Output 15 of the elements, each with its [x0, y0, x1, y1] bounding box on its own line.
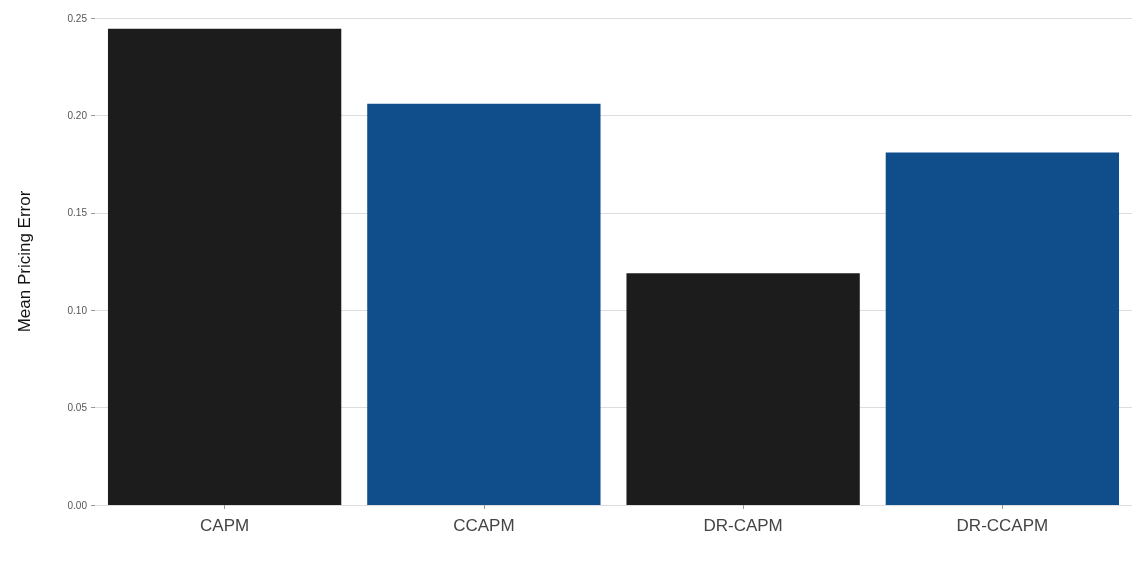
- y-tick-label: 0.00: [67, 499, 88, 511]
- x-tick-label: DR-CCAPM: [956, 516, 1049, 535]
- y-tick-label: 0.10: [67, 304, 88, 316]
- bar: [626, 273, 860, 505]
- bar: [885, 152, 1120, 505]
- y-tick-label: 0.15: [67, 207, 88, 219]
- y-tick-label: 0.20: [67, 109, 88, 121]
- x-tick-label: DR-CAPM: [703, 516, 783, 535]
- x-tick-label: CCAPM: [453, 516, 515, 535]
- y-tick-label: 0.05: [67, 402, 88, 414]
- x-tick-label: CAPM: [200, 516, 250, 535]
- y-tick-label: 0.25: [67, 12, 88, 24]
- bar: [107, 28, 342, 505]
- bar: [367, 103, 601, 505]
- y-axis-title: Mean Pricing Error: [15, 190, 34, 333]
